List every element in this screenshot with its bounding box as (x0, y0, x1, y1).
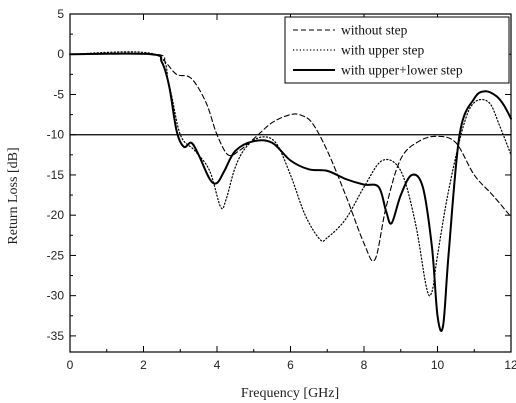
y-tick-label: -20 (47, 208, 65, 222)
legend-label-with-upper-step: with upper step (341, 43, 424, 58)
series-line-with-upper-lower-step (69, 52, 512, 332)
legend-label-with-upper-lower-step: with upper+lower step (341, 63, 463, 78)
y-tick-label: -35 (47, 329, 65, 343)
y-tick-label: -30 (47, 289, 65, 303)
y-tick-label: -5 (53, 87, 64, 101)
x-tick-label: 2 (140, 358, 147, 372)
series-line-without-step (69, 53, 512, 262)
legend-label-without-step: without step (341, 23, 408, 38)
y-tick-label: 0 (57, 47, 64, 61)
y-tick-label: -25 (47, 248, 65, 262)
y-tick-label: -10 (47, 128, 65, 142)
legend-box (284, 16, 510, 84)
series-line-with-upper-step (69, 51, 512, 297)
y-tick-label: -15 (47, 168, 65, 182)
x-tick-label: 8 (361, 358, 368, 372)
y-tick-label: 5 (57, 7, 64, 21)
x-axis-title: Frequency [GHz] (241, 386, 339, 401)
y-axis-title: Return Loss [dB] (6, 147, 21, 244)
x-tick-label: 10 (431, 358, 445, 372)
x-tick-label: 0 (67, 358, 74, 372)
x-tick-label: 6 (287, 358, 294, 372)
x-tick-label: 4 (214, 358, 221, 372)
x-tick-label: 12 (504, 358, 516, 372)
